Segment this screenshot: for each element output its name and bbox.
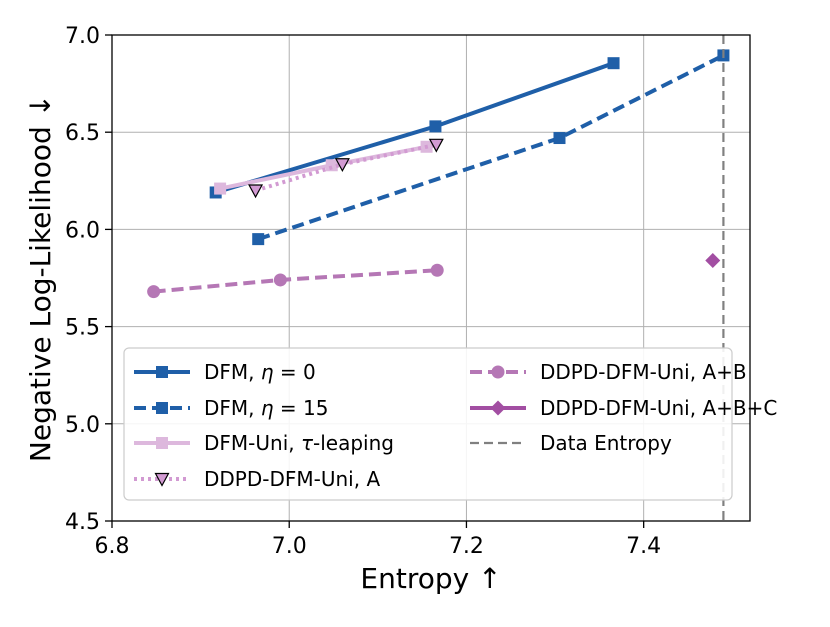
series-5 [705, 253, 721, 269]
legend-label: DDPD-DFM-Uni, A+B+C [540, 396, 777, 420]
legend-label: DFM, η = 15 [204, 396, 328, 420]
legend-entry-1: DFM, η = 15 [134, 396, 328, 420]
legend-marker [154, 472, 170, 487]
y-tick-label: 6.5 [65, 121, 100, 146]
legend-marker [491, 365, 505, 379]
x-axis-label: Entropy ↑ [360, 562, 501, 595]
x-tick-label: 7.4 [626, 534, 661, 559]
data-point [428, 138, 444, 153]
axis-ticks: 6.8 7.0 7.2 7.4 4.5 5.0 5.5 6.0 6.5 7.0 [65, 24, 661, 559]
data-point [334, 158, 350, 173]
series-4 [147, 263, 444, 299]
x-tick-label: 6.8 [95, 534, 130, 559]
legend-label-part: DFM, [204, 396, 261, 420]
data-point [273, 273, 287, 287]
legend-label: Data Entropy [540, 431, 672, 455]
legend-label-part: -leaping [313, 431, 394, 455]
series-2 [214, 140, 433, 195]
data-point [430, 263, 444, 277]
data-point [553, 132, 566, 145]
legend-entry-4: DDPD-DFM-Uni, A+B [470, 360, 747, 384]
legend-marker [156, 366, 168, 378]
legend-label-part: DFM, [204, 360, 261, 384]
y-tick-label: 5.0 [65, 413, 100, 438]
legend-label-part: Data Entropy [540, 431, 672, 455]
legend-label-part: η [261, 396, 274, 420]
y-axis-label: Negative Log-Likelihood ↓ [24, 94, 57, 462]
legend-label-part: = 15 [274, 396, 329, 420]
legend-label: DFM-Uni, τ-leaping [204, 431, 394, 455]
series-3 [248, 138, 444, 199]
legend-label-part: τ [301, 431, 314, 455]
legend-label-part: DFM-Uni, [204, 431, 301, 455]
legend-entry-6: Data Entropy [470, 431, 672, 455]
x-tick-label: 7.2 [449, 534, 484, 559]
y-tick-label: 6.0 [65, 218, 100, 243]
data-point [214, 182, 227, 195]
legend-box [123, 347, 733, 501]
legend-label: DFM, η = 0 [204, 360, 316, 384]
legend-marker [156, 437, 168, 449]
legend-entry-0: DFM, η = 0 [134, 360, 316, 384]
series-line [254, 142, 437, 193]
data-point [705, 253, 721, 269]
legend-marker [490, 400, 506, 416]
data-point [248, 184, 264, 199]
legend-label-part: DDPD-DFM-Uni, A+B [540, 360, 747, 384]
y-tick-label: 5.5 [65, 316, 100, 341]
plot-frame [111, 34, 751, 522]
data-point [325, 159, 338, 172]
legend-label-part: DDPD-DFM-Uni, A [204, 467, 380, 491]
legend-label-part: = 0 [274, 360, 316, 384]
legend-marker [156, 402, 168, 414]
legend-entry-5: DDPD-DFM-Uni, A+B+C [470, 396, 777, 420]
data-point [147, 285, 161, 299]
legend-label: DDPD-DFM-Uni, A+B [540, 360, 747, 384]
y-tick-label: 4.5 [65, 510, 100, 535]
data-point [429, 120, 442, 133]
legend-entry-3: DDPD-DFM-Uni, A [134, 467, 380, 491]
x-tick-label: 7.0 [272, 534, 307, 559]
legend-label-part: η [261, 360, 274, 384]
data-point [607, 57, 620, 70]
legend-entry-2: DFM-Uni, τ-leaping [134, 431, 394, 455]
series-layer [147, 35, 730, 521]
legend-label-part: DDPD-DFM-Uni, A+B+C [540, 396, 777, 420]
data-point [252, 233, 265, 246]
legend-label: DDPD-DFM-Uni, A [204, 467, 380, 491]
y-tick-label: 7.0 [65, 24, 100, 49]
